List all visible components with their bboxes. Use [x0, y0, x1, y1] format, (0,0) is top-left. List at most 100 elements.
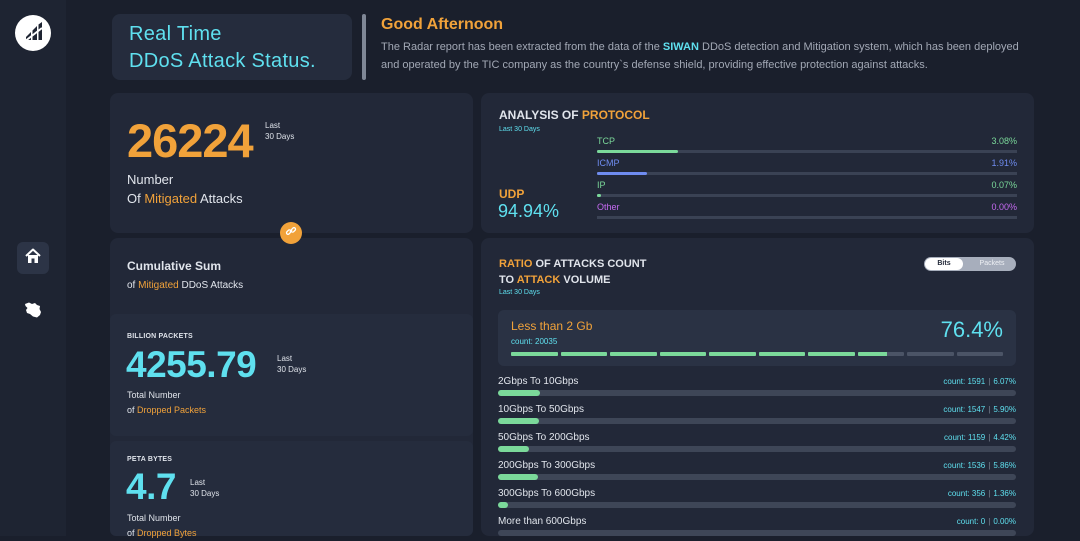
dropped-packets-panel: BILLION PACKETS 4255.79 Last 30 Days Tot… [110, 314, 473, 436]
segment-fill [857, 352, 888, 356]
protocol-name: ICMP [597, 158, 620, 168]
page-title: Real Time DDoS Attack Status. [129, 21, 316, 75]
separator: | [988, 489, 991, 498]
protocol-name: TCP [597, 136, 615, 146]
volume-label: 50Gbps To 200Gbps [498, 432, 590, 443]
label-of: of [127, 405, 138, 415]
label-line1: Number [127, 172, 174, 187]
volume-label: More than 600Gbps [498, 516, 587, 527]
sidebar [0, 0, 66, 536]
bytes-value: 4.7 [126, 466, 176, 507]
protocol-percent: 3.08% [991, 136, 1017, 146]
protocol-title: ANALYSIS OF PROTOCOL [499, 108, 650, 122]
volume-bar-track [498, 502, 1016, 508]
unit-toggle[interactable]: Bits Packets [924, 257, 1016, 271]
volume-stats: count: 1547 | 5.90% [943, 405, 1016, 414]
label-line1: Total Number [127, 513, 181, 523]
home-icon [24, 247, 42, 270]
volume-row: 50Gbps To 200Gbps count: 1159 | 4.42% [498, 432, 1016, 456]
title-mid: OF ATTACKS COUNT [532, 258, 647, 270]
segment-fill [610, 352, 657, 356]
toggle-packets[interactable]: Packets [979, 260, 1005, 267]
separator: | [988, 517, 991, 526]
volume-bar-fill [498, 390, 540, 396]
volume-percent: 1.36% [993, 489, 1016, 498]
volume-row: 10Gbps To 50Gbps count: 1547 | 5.90% [498, 404, 1016, 428]
volume-percent: 5.86% [993, 461, 1016, 470]
mitigated-attacks-card: 26224 Last 30 Days Number Of Mitigated A… [110, 93, 473, 233]
volume-count: count: 1547 [943, 405, 986, 414]
bytes-period: Last 30 Days [190, 477, 219, 499]
protocol-percent: 0.00% [991, 202, 1017, 212]
siwan-logo-icon[interactable] [15, 15, 51, 51]
ratio-period: Last 30 Days [499, 289, 540, 296]
protocol-percent: 1.91% [991, 158, 1017, 168]
top-protocol-value: 94.94% [498, 201, 560, 221]
volume-percent: 5.90% [993, 405, 1016, 414]
segment-fill [709, 352, 756, 356]
volume-row: 2Gbps To 10Gbps count: 1591 | 6.07% [498, 376, 1016, 400]
protocol-bar-fill [597, 150, 678, 153]
ratio-title-line1: RATIO OF ATTACKS COUNT [499, 256, 646, 272]
mitigated-count: 26224 [127, 114, 254, 167]
cumulative-subtitle: of Mitigated DDoS Attacks [127, 280, 243, 291]
protocol-bar-track [597, 150, 1017, 153]
segment [857, 352, 904, 356]
top-volume-count: count: 20035 [511, 337, 558, 346]
protocol-analysis-card: ANALYSIS OF PROTOCOL Last 30 Days UDP 94… [481, 93, 1034, 233]
cumulative-card: Cumulative Sum of Mitigated DDoS Attacks… [110, 238, 473, 538]
volume-row: 200Gbps To 300Gbps count: 1536 | 5.86% [498, 460, 1016, 484]
volume-count: count: 356 [947, 489, 986, 498]
period-line1: Last [190, 478, 206, 487]
label-of: Of [127, 191, 145, 206]
segment [956, 352, 1003, 356]
sub-after: DDoS Attacks [178, 280, 244, 291]
segment-fill [511, 352, 558, 356]
desc-text-1: The Radar report has been extracted from… [381, 41, 663, 53]
volume-stats: count: 0 | 0.00% [957, 517, 1016, 526]
top-volume-box: Less than 2 Gb count: 20035 76.4% [498, 310, 1016, 366]
label-after: Attacks [197, 191, 243, 206]
title-highlight2: ATTACK [516, 274, 561, 286]
volume-bar-track [498, 530, 1016, 536]
separator: | [988, 461, 991, 470]
packets-label: Total Number of Dropped Packets [127, 388, 206, 418]
label-of: of [127, 528, 138, 538]
label-line1: Total Number [127, 390, 181, 400]
segment-fill [758, 352, 805, 356]
label-highlight: Dropped Bytes [137, 528, 197, 538]
mitigated-label: Number Of Mitigated Attacks [127, 170, 243, 208]
segment-fill [808, 352, 855, 356]
report-description: The Radar report has been extracted from… [381, 38, 1031, 74]
segment-fill [659, 352, 706, 356]
packets-value: 4255.79 [126, 344, 257, 385]
toggle-bits[interactable]: Bits [925, 258, 963, 270]
segment [907, 352, 954, 356]
top-protocol-name: UDP [499, 187, 525, 201]
segment [808, 352, 855, 356]
nav-home[interactable] [17, 242, 49, 274]
desc-text-2: DDoS detection and Mitigation system, wh… [381, 41, 1019, 71]
label-line2: Of Mitigated Attacks [127, 189, 243, 208]
sub-of: of [127, 280, 139, 291]
iran-map-icon [23, 301, 43, 324]
volume-bar-track [498, 390, 1016, 396]
link-button[interactable] [280, 222, 302, 244]
segment [610, 352, 657, 356]
protocol-bar-track [597, 172, 1017, 175]
volume-bar-track [498, 418, 1016, 424]
protocol-period: Last 30 Days [499, 126, 540, 133]
header-divider [362, 14, 366, 80]
volume-row: More than 600Gbps count: 0 | 0.00% [498, 516, 1016, 540]
protocol-bar-track [597, 216, 1017, 219]
separator: | [988, 405, 991, 414]
title-prefix: ANALYSIS OF [499, 108, 582, 122]
volume-percent: 6.07% [993, 377, 1016, 386]
title-highlight: PROTOCOL [581, 108, 650, 122]
nav-iran-map[interactable] [17, 296, 49, 328]
protocol-row-icmp: ICMP 1.91% [597, 158, 1017, 180]
volume-bar-track [498, 446, 1016, 452]
label-highlight: Dropped Packets [137, 405, 207, 415]
desc-highlight: SIWAN [662, 41, 699, 53]
greeting: Good Afternoon [381, 16, 504, 33]
